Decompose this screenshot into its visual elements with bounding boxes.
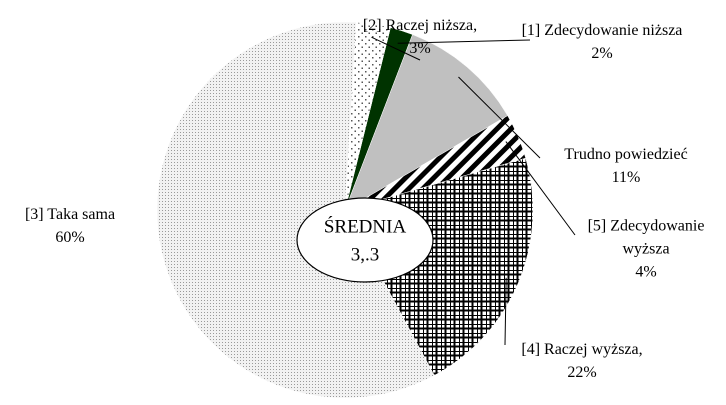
- slice-label: [1] Zdecydowanie niższa 2%: [517, 19, 687, 65]
- center-title: ŚREDNIA: [324, 215, 407, 237]
- center-value: 3,.3: [351, 244, 380, 265]
- slice-value: 22%: [567, 364, 597, 381]
- slice-label: [5] Zdecydowanie wyższa 4%: [571, 215, 721, 284]
- leader-line: [504, 277, 507, 346]
- slice-label: [4] Raczej wyższa, 22%: [482, 338, 682, 384]
- leader-line: [458, 76, 541, 159]
- center-ellipse: [296, 197, 434, 283]
- slice-label: [2] Raczej niższa, 3%: [340, 14, 500, 60]
- pie-slice: [156, 21, 435, 399]
- pie-slice: [344, 34, 508, 211]
- slice-value: 2%: [591, 45, 613, 62]
- pie-slice: [344, 22, 391, 211]
- leaders: [371, 36, 576, 346]
- slice-label: [3] Taka sama 60%: [0, 203, 140, 249]
- slice-name: [2] Raczej niższa,: [362, 17, 478, 34]
- slice-value: 4%: [635, 263, 657, 281]
- slice-value: 60%: [55, 229, 85, 246]
- slice-value: 11%: [611, 169, 641, 186]
- slice-name: [3] Taka sama: [24, 206, 116, 223]
- slice-name: Trudno powiedzieć: [564, 146, 688, 163]
- slice-value: 3%: [409, 40, 431, 57]
- slice-name: [5] Zdecydowanie wyższa: [587, 217, 705, 258]
- slice-name: [1] Zdecydowanie niższa: [521, 22, 683, 39]
- slice-label: Trudno powiedzieć 11%: [541, 143, 711, 189]
- leader-line: [397, 39, 531, 44]
- slice-name: [4] Raczej wyższa,: [521, 341, 643, 358]
- leader-line: [371, 36, 421, 61]
- leader-line: [505, 141, 576, 236]
